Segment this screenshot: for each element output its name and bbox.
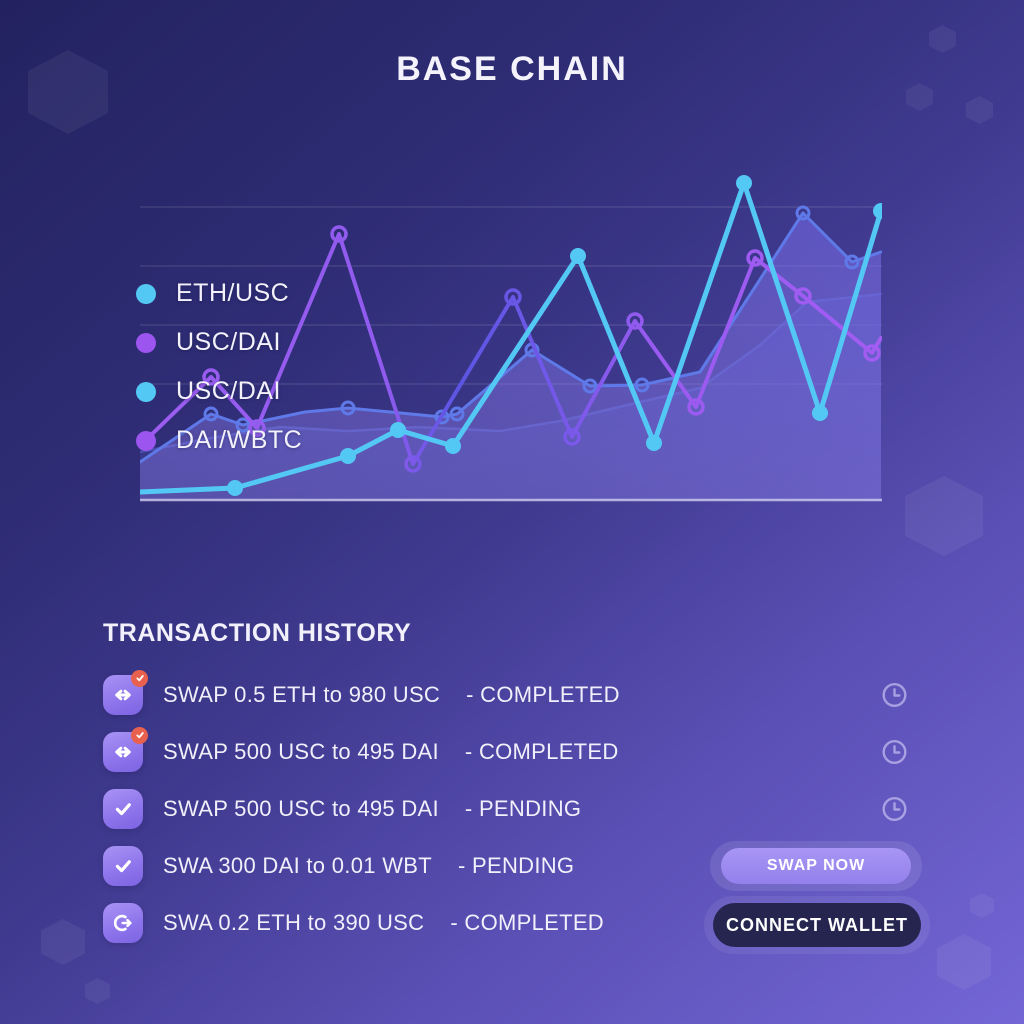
swap-now-button[interactable]: SWAP NOW bbox=[721, 848, 911, 884]
connect-wallet-button-halo: CONNECT WALLET bbox=[704, 896, 930, 954]
legend-dot bbox=[136, 332, 156, 353]
transaction-status: - COMPLETED bbox=[464, 738, 619, 764]
hexagon-decoration bbox=[85, 978, 110, 1004]
hexagon-decoration bbox=[905, 476, 983, 556]
clock-icon bbox=[882, 739, 907, 764]
page-title: BASE CHAIN bbox=[396, 50, 628, 88]
swap-now-button-halo: SWAP NOW bbox=[710, 841, 922, 891]
completed-badge-icon bbox=[131, 726, 148, 744]
transaction-status: - PENDING bbox=[457, 852, 575, 878]
transaction-row[interactable]: SWAP 500 USC to 495 DAI - PENDING bbox=[103, 780, 908, 837]
legend-dot bbox=[136, 283, 156, 304]
transaction-status: - COMPLETED bbox=[450, 909, 604, 935]
legend-item-usc-dai[interactable]: USC/DAI bbox=[136, 318, 302, 367]
legend-item-usc-dai-2[interactable]: USC/DAI bbox=[136, 367, 302, 416]
clock-icon bbox=[882, 682, 907, 707]
transaction-row[interactable]: SWA 0.2 ETH to 390 USC - COMPLETED bbox=[103, 894, 908, 951]
transaction-text: SWAP 0.5 ETH to 980 USC bbox=[163, 681, 441, 707]
legend-label: USC/DAI bbox=[176, 377, 281, 405]
legend-item-dai-wbtc[interactable]: DAI/WBTC bbox=[136, 416, 302, 465]
swap-out-icon bbox=[103, 902, 143, 943]
swap-arrows-icon bbox=[103, 726, 148, 772]
hexagon-decoration bbox=[937, 934, 991, 990]
legend-label: USC/DAI bbox=[176, 328, 281, 356]
transaction-text: SWAP 500 USC to 495 DAI bbox=[163, 795, 439, 821]
transaction-row[interactable]: SWA 300 DAI to 0.01 WBT - PENDING bbox=[103, 837, 908, 894]
transaction-history-section: TRANSACTION HISTORY SWAP 0.5 ETH to 980 … bbox=[103, 618, 915, 951]
transaction-status: - PENDING bbox=[464, 795, 582, 821]
clock-icon bbox=[882, 796, 907, 821]
check-icon bbox=[103, 788, 143, 829]
legend-item-eth-usc[interactable]: ETH/USC bbox=[136, 269, 302, 318]
hexagon-decoration bbox=[41, 919, 85, 965]
transaction-row[interactable]: SWAP 0.5 ETH to 980 USC - COMPLETED bbox=[103, 666, 908, 723]
check-icon bbox=[103, 845, 143, 886]
swap-arrows-icon bbox=[103, 669, 148, 715]
hexagon-decoration bbox=[966, 96, 993, 124]
legend-dot bbox=[136, 430, 156, 451]
transaction-text: SWA 0.2 ETH to 390 USC bbox=[163, 909, 425, 935]
completed-badge-icon bbox=[131, 669, 148, 687]
chart-legend: ETH/USC USC/DAI USC/DAI DAI/WBTC bbox=[136, 269, 302, 465]
transaction-row[interactable]: SWAP 500 USC to 495 DAI - COMPLETED bbox=[103, 723, 908, 780]
transaction-status: - COMPLETED bbox=[466, 681, 620, 707]
legend-dot bbox=[136, 381, 156, 402]
section-title: TRANSACTION HISTORY bbox=[103, 619, 412, 647]
legend-label: DAI/WBTC bbox=[176, 426, 303, 454]
transaction-text: SWA 300 DAI to 0.01 WBT bbox=[163, 852, 432, 878]
price-chart bbox=[140, 175, 882, 502]
connect-wallet-button[interactable]: CONNECT WALLET bbox=[713, 903, 921, 947]
legend-label: ETH/USC bbox=[176, 279, 290, 307]
hexagon-decoration bbox=[929, 25, 956, 53]
transaction-text: SWAP 500 USC to 495 DAI bbox=[163, 738, 439, 764]
hexagon-decoration bbox=[970, 893, 994, 918]
